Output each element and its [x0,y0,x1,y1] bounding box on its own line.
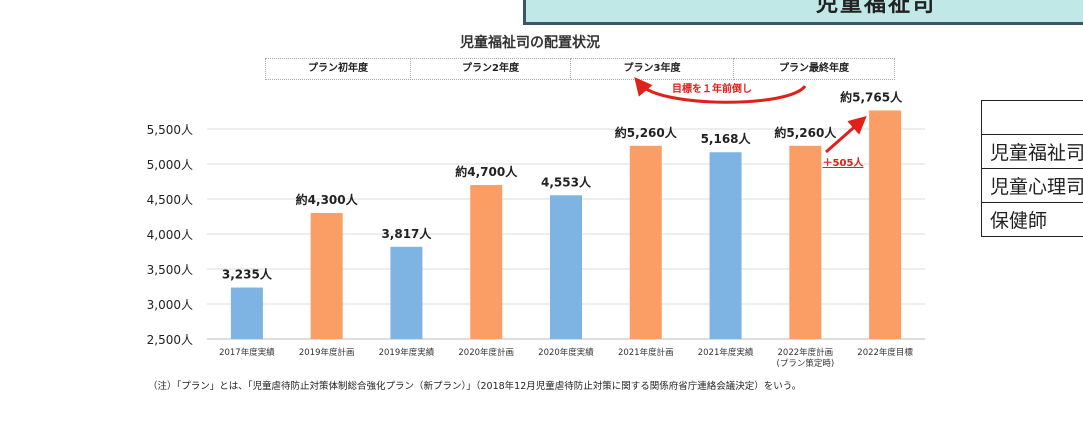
y-tick-label: 4,500人 [147,193,193,207]
bar [390,246,423,339]
data-label: 4,553人 [541,174,592,189]
y-tick-label: 5,000人 [147,158,193,172]
data-label: 約5,260人 [615,125,678,140]
side-table-cell: 児童心理司 [980,168,1083,203]
y-tick-label: 4,000人 [147,228,193,242]
side-table-cell [980,100,1083,135]
bar [629,145,662,339]
data-label: 3,817人 [381,226,432,241]
y-tick-label: 5,500人 [147,123,193,137]
x-tick-label: 2022年度計画 [778,347,834,358]
advance-annotation: 目標を１年前倒し [672,82,752,95]
bar [470,185,503,339]
bar [789,145,822,339]
x-tick-sublabel: (プラン策定時) [777,358,835,369]
side-table-cell: 児童福祉司 [980,134,1083,169]
increase-annotation: ＋505人 [823,156,865,169]
data-label: 5,168人 [701,131,752,146]
bar [709,152,742,339]
data-label: 約4,300人 [296,192,359,207]
footnote: （注）「プラン」とは、「児童虐待防止対策体制総合強化プラン（新プラン）」（201… [148,381,802,392]
data-label: 約4,700人 [455,164,518,179]
section-header: 児童福祉司 [523,0,1083,25]
bar [869,110,902,339]
x-tick-label: 2021年度実績 [698,347,754,358]
bar [550,195,582,339]
bar [310,213,343,339]
y-tick-label: 3,000人 [147,298,193,312]
side-table: 児童福祉司 児童心理司 保健師 [980,100,1083,237]
chart-title: 児童福祉司の配置状況 [460,35,600,51]
x-tick-label: 2019年度計画 [299,347,355,358]
bar [230,287,263,339]
side-table-cell: 保健師 [980,202,1083,237]
y-tick-label: 3,500人 [147,263,193,277]
x-tick-label: 2017年度実績 [219,347,275,358]
x-tick-label: 2020年度実績 [538,347,594,358]
x-tick-label: 2020年度計画 [458,347,514,358]
plan-year-final: プラン最終年度 [733,58,895,80]
y-tick-label: 2,500人 [147,333,193,347]
x-tick-label: 2019年度実績 [379,347,435,358]
data-label: 約5,765人 [840,89,903,104]
increase-arrow [825,116,867,154]
x-tick-label: 2021年度計画 [618,347,674,358]
data-label: 約5,260人 [774,125,837,140]
advance-arrow [634,77,807,104]
section-header-title: 児童福祉司 [816,0,937,17]
x-tick-label: 2022年度目標 [857,347,913,358]
data-label: 3,235人 [222,267,273,282]
